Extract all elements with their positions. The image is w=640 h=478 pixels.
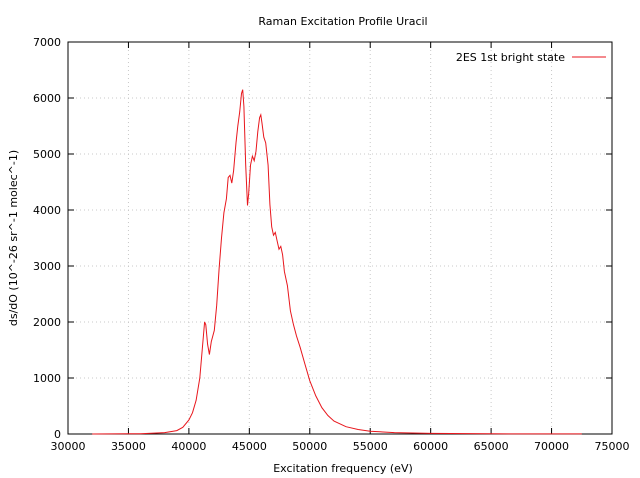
x-tick-label: 55000 <box>353 440 388 453</box>
y-axis-label: ds/dO (10^-26 sr^-1 molec^-1) <box>7 150 20 326</box>
legend: 2ES 1st bright state <box>456 51 606 64</box>
y-tick-labels: 0 1000 2000 3000 4000 5000 6000 7000 <box>33 36 61 441</box>
x-tick-label: 70000 <box>534 440 569 453</box>
x-tick-label: 45000 <box>232 440 267 453</box>
y-tick-label: 2000 <box>33 316 61 329</box>
plot-frame <box>67 41 613 435</box>
x-axis-label: Excitation frequency (eV) <box>273 462 413 475</box>
axis-ticks <box>67 41 613 435</box>
x-tick-label: 40000 <box>171 440 206 453</box>
y-tick-label: 0 <box>54 428 61 441</box>
x-tick-label: 35000 <box>111 440 146 453</box>
x-tick-label: 50000 <box>292 440 327 453</box>
legend-label: 2ES 1st bright state <box>456 51 565 64</box>
y-tick-label: 3000 <box>33 260 61 273</box>
x-tick-label: 75000 <box>595 440 630 453</box>
x-tick-label: 65000 <box>474 440 509 453</box>
x-tick-label: 60000 <box>413 440 448 453</box>
y-tick-label: 6000 <box>33 92 61 105</box>
y-tick-label: 5000 <box>33 148 61 161</box>
chart-title: Raman Excitation Profile Uracil <box>258 15 427 28</box>
y-tick-label: 4000 <box>33 204 61 217</box>
x-tick-labels: 30000 35000 40000 45000 50000 55000 60000 65000… <box>51 440 630 453</box>
y-tick-label: 1000 <box>33 372 61 385</box>
y-tick-label: 7000 <box>33 36 61 49</box>
grid-lines <box>68 42 612 434</box>
x-tick-label: 30000 <box>51 440 86 453</box>
series-line <box>92 89 582 435</box>
